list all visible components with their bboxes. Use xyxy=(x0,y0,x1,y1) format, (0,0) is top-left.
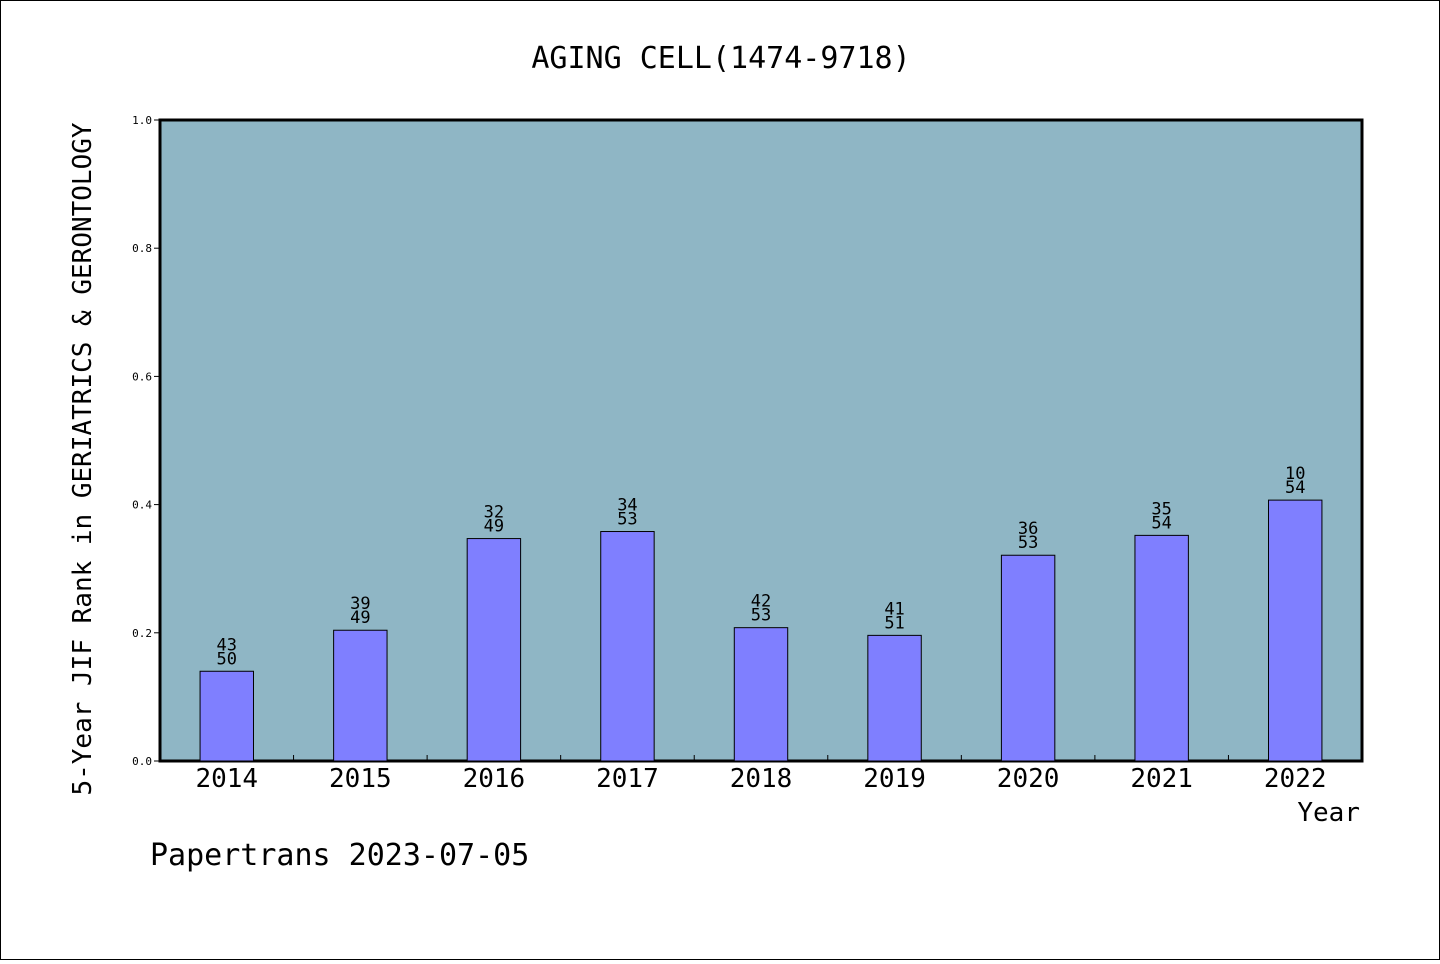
chart-title: AGING CELL(1474-9718) xyxy=(531,41,910,76)
bar-rank-label: 39 xyxy=(350,594,370,614)
bar-2019 xyxy=(867,634,922,762)
x-tick-label: 2019 xyxy=(863,764,926,794)
x-tick-label: 2014 xyxy=(195,764,258,794)
footer-text: Papertrans 2023-07-05 xyxy=(150,838,529,873)
bar-total-label: 53 xyxy=(617,510,637,530)
y-axis-label: 5-Year JIF Rank in GERIATRICS & GERONTOL… xyxy=(68,122,98,795)
bar-2018 xyxy=(733,627,789,762)
x-tick-label: 2021 xyxy=(1130,764,1193,794)
bar-rank-label: 41 xyxy=(884,599,904,619)
bar-2021 xyxy=(1134,534,1189,762)
bar-2017 xyxy=(600,531,655,762)
x-tick-label: 2022 xyxy=(1264,764,1327,794)
bars-group xyxy=(199,499,1323,762)
bar-2016 xyxy=(466,538,522,762)
bar-total-label: 53 xyxy=(1018,533,1038,553)
x-tick-label: 2016 xyxy=(463,764,526,794)
bar-total-label: 51 xyxy=(884,613,904,633)
y-tick-label: 1.0 xyxy=(132,114,152,127)
bar-rank-label: 43 xyxy=(217,635,237,655)
y-tick-label: 0.4 xyxy=(132,499,152,512)
y-tick-label: 0.8 xyxy=(132,242,152,255)
bar-2020 xyxy=(1000,554,1056,762)
bar-rank-label: 10 xyxy=(1285,464,1305,484)
bar-total-label: 53 xyxy=(751,606,771,626)
y-tick-label: 0.2 xyxy=(132,627,152,640)
bar-rank-label: 32 xyxy=(484,503,504,523)
bar-total-label: 50 xyxy=(217,649,237,669)
bar-rank-label: 35 xyxy=(1151,499,1171,519)
x-tick-label: 2018 xyxy=(730,764,793,794)
bar-2022 xyxy=(1268,499,1323,762)
bar-rank-label: 34 xyxy=(617,496,637,516)
bar-2014 xyxy=(199,670,254,762)
x-axis: 2014 2015 2016 2017 2018 2019 2020 2021 2022 xyxy=(195,755,1327,794)
bar-total-label: 49 xyxy=(484,517,504,537)
bar-rank-label: 36 xyxy=(1018,519,1038,539)
y-tick-label: 0.0 xyxy=(132,755,152,768)
bar-total-label: 49 xyxy=(350,608,370,628)
x-tick-label: 2015 xyxy=(329,764,392,794)
bar-rank-label: 42 xyxy=(751,592,771,612)
y-axis: 0.0 0.2 0.4 0.6 0.8 1.0 xyxy=(132,114,160,768)
x-axis-label: Year xyxy=(1297,798,1360,828)
bar-2015 xyxy=(333,629,388,762)
bar-total-label: 54 xyxy=(1285,478,1305,498)
x-tick-label: 2020 xyxy=(997,764,1060,794)
bar-total-label: 54 xyxy=(1151,513,1171,533)
x-tick-label: 2017 xyxy=(596,764,659,794)
y-tick-label: 0.6 xyxy=(132,370,152,383)
